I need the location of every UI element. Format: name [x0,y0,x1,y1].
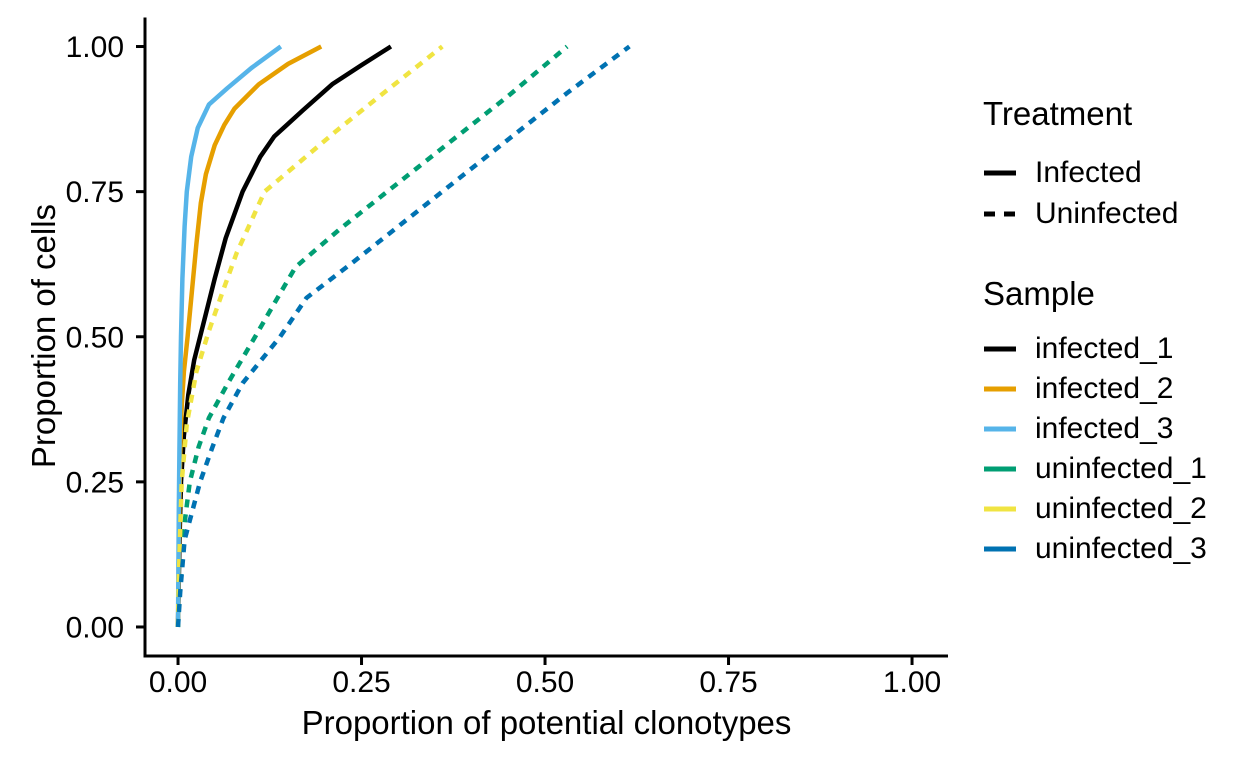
legend-item-Infected: Infected [983,152,1207,193]
legend-item-uninfected_1: uninfected_1 [983,449,1207,489]
x-tick-label: 0.00 [149,666,207,699]
y-tick-label: 0.75 [66,176,124,209]
legend-item-label: uninfected_2 [1035,492,1207,525]
legend-item-label: infected_3 [1035,412,1174,445]
legend-title-sample: Sample [983,275,1095,312]
legend-items-sample: infected_1 infected_2 infected_3 uninfected… [983,329,1207,569]
y-axis-title: Proportion of cells [25,203,62,469]
series-line-infected_1 [175,44,393,628]
legend-item-label: uninfected_3 [1035,532,1207,565]
legend-item-infected_2: infected_2 [983,369,1207,409]
legend-item-infected_3: infected_3 [983,409,1207,449]
legend-items-treatment: Infected Uninfected [983,152,1207,234]
legend-item-label: infected_1 [1035,332,1174,365]
series-line-uninfected_1 [175,44,569,628]
legend-key-line-uninfected_1 [984,466,1016,472]
x-tick-label: 0.25 [332,666,390,699]
y-tick-label: 0.25 [66,466,124,499]
series-line-uninfected_3 [175,44,631,628]
legend-key-line-Infected [984,170,1016,175]
legend-title-treatment: Treatment [983,95,1133,132]
series-line-infected_3 [175,44,283,628]
legend-item-label: uninfected_1 [1035,452,1207,485]
x-tick-label: 0.75 [699,666,757,699]
x-tick-label: 0.50 [516,666,574,699]
y-tick-label: 1.00 [66,31,124,64]
legend-item-Uninfected: Uninfected [983,193,1207,234]
legend-key-line-infected_2 [984,386,1016,392]
legend-key-line-infected_1 [984,346,1016,352]
legend-item-label: infected_2 [1035,372,1174,405]
legend-item-uninfected_2: uninfected_2 [983,489,1207,529]
legend-item-infected_1: infected_1 [983,329,1207,369]
y-tick-label: 0.00 [66,611,124,644]
clonotype-line-chart: 0.00 0.25 0.50 0.75 1.00 0.00 0.25 0.50 0.75 1.00 [66,17,948,699]
legend-item-label: Infected [1035,155,1142,189]
series-line-uninfected_2 [175,44,444,628]
y-tick-label: 0.50 [66,321,124,354]
legend-key-line-Uninfected [984,211,1016,216]
legend: Treatment Infected Uninfected Sample infe… [983,92,1207,569]
legend-key-line-uninfected_3 [984,546,1016,552]
legend-group-treatment: Treatment Infected Uninfected [983,92,1207,234]
legend-key-line-infected_3 [984,426,1016,432]
x-axis-title: Proportion of potential clonotypes [301,704,792,741]
x-tick-label: 1.00 [883,666,941,699]
legend-item-uninfected_3: uninfected_3 [983,529,1207,569]
legend-item-label: Uninfected [1035,196,1179,230]
legend-key-line-uninfected_2 [984,506,1016,512]
